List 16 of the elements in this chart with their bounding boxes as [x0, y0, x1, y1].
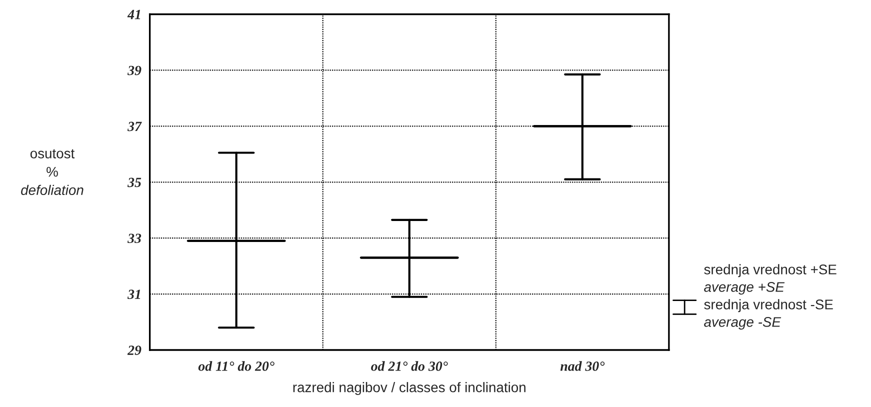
x-tick-label: od 21° do 30°: [371, 361, 448, 371]
text: srednja vrednost +SE: [704, 264, 836, 278]
y-tick-label: 39: [127, 66, 142, 76]
text: average -SE: [704, 317, 782, 330]
y-tick-label: 37: [127, 122, 142, 132]
x-axis-title: razredi nagibov / classes of inclination: [293, 382, 526, 396]
y-tick-label: 29: [127, 346, 142, 355]
y-tick-label: 35: [127, 178, 142, 188]
y-tick-label: 33: [127, 234, 142, 244]
text: srednja vrednost -SE: [704, 299, 833, 312]
x-tick-label: nad 30°: [560, 361, 605, 371]
y-tick-label: 31: [127, 290, 140, 300]
x-tick-label: od 11° do 20°: [198, 361, 274, 371]
y-tick-label: 41: [127, 10, 140, 20]
text: average +SE: [704, 282, 785, 295]
y-axis-title: osutost % defoliation: [21, 149, 84, 196]
